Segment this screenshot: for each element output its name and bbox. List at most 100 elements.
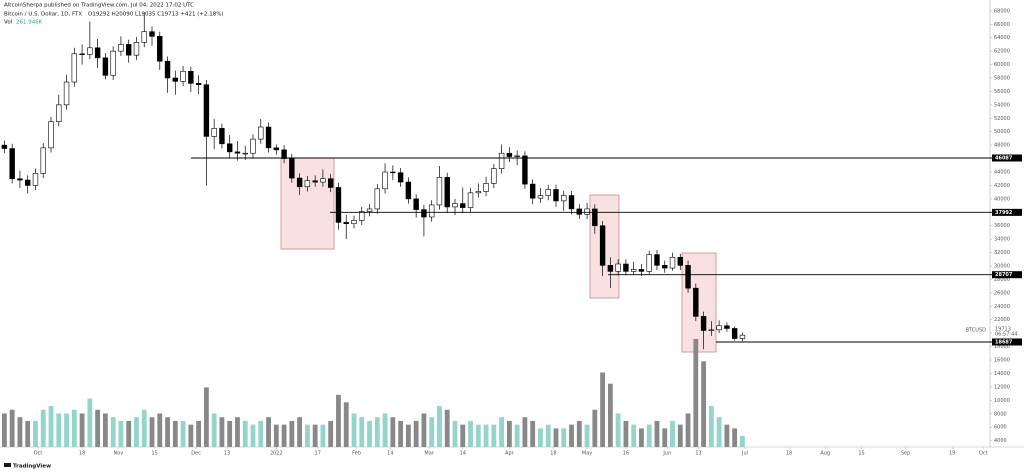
volume-bar [250,424,256,447]
x-tick-label: 14 [460,451,466,457]
candle-body [646,254,652,272]
y-tick-label: 42000 [994,183,1010,189]
volume-bar [211,413,217,447]
last-price-symbol: BTCUSD [966,328,987,334]
candle-body [281,149,287,159]
volume-bar [475,424,481,447]
x-tick-label: Dec [191,451,201,457]
volume-bar [584,424,590,447]
candle-body [654,254,660,266]
x-tick-label: 13 [695,451,701,457]
volume-bar [56,413,62,447]
volume-bar [615,413,621,447]
volume-bar [561,428,567,447]
candle-body [623,263,629,272]
y-tick-label: 34000 [994,237,1010,243]
volume-bar [530,420,536,447]
candle-body [296,177,303,188]
volume-bar [569,424,574,447]
x-tick-label: Oct [979,451,988,457]
candle-body [553,189,559,202]
volume-bar [188,424,194,447]
candle-body [460,203,466,208]
volume-bar [646,424,652,447]
candle-body [56,104,62,122]
volume-bar [662,428,668,447]
candle-body [506,152,513,157]
volume-bar [157,413,163,447]
candle-body [25,179,31,186]
candle-body [9,148,15,180]
y-tick-label: 62000 [994,49,1010,55]
last-price-label: 19713 [995,327,1011,333]
x-tick-label: Feb [352,451,361,457]
volume-bar [405,424,411,447]
x-tick-label: 19 [949,451,955,457]
volume-bar [429,417,435,447]
x-tick-label: 18 [550,451,556,457]
volume-bar [33,420,38,447]
volume-bar [716,417,722,447]
volume-bar [258,420,264,447]
level-label-box [992,208,1022,216]
candle-body [32,173,39,186]
volume-bar [631,424,637,447]
candle-body [731,328,738,339]
x-tick-label: Mar [424,451,434,457]
candle-body [522,155,528,185]
volume-bar [118,420,124,447]
y-tick-label: 10000 [994,398,1010,404]
x-tick-label: Apr [505,451,515,457]
volume-bar [491,424,497,447]
volume-bar [708,406,714,447]
volume-bar [413,420,419,447]
candle-body [592,208,598,227]
x-tick-label: Jul [741,451,748,457]
volume-bar [196,420,202,447]
candle-body [304,180,311,188]
x-tick-label: 18 [79,451,85,457]
candle-body [428,204,435,218]
volume-bar [149,417,155,447]
footer-brand: TradingView [13,464,51,470]
volume-bar [437,406,442,447]
y-tick-label: 64000 [994,35,1010,41]
last-price-countdown: 06:57:44 [995,332,1017,338]
candle-body [234,151,241,154]
y-tick-label: 32000 [994,250,1010,256]
volume-bar [553,428,559,447]
y-tick-label: 66000 [994,22,1010,28]
volume-bar [1,413,7,447]
candle-body [149,31,155,37]
candle-body [615,263,621,272]
candle-body [491,168,497,184]
volume-value: 261.946K [16,20,43,26]
candle-body [739,334,746,339]
candle-body [48,121,54,149]
symbol-line: Bitcoin / U.S. Dollar, 1D, FTX [4,12,82,18]
candle-body [203,84,210,137]
volume-bar [374,417,380,447]
volume-bar [421,413,427,447]
volume-bar [336,394,341,447]
candle-body [436,177,443,206]
candle-body [265,126,272,149]
volume-bar [732,428,738,447]
volume-bar [460,424,466,447]
candle-body [568,195,575,210]
candle-body [545,189,551,196]
candle-body [397,172,404,183]
y-tick-label: 16000 [994,358,1010,364]
candle-body [677,256,683,266]
volume-bar [126,420,132,447]
candle-body [693,287,699,317]
y-tick-label: 54000 [994,102,1010,108]
volume-bar [95,409,101,447]
candle-body [359,211,365,221]
y-tick-label: 30000 [994,264,1010,270]
volume-bar [289,420,295,447]
volume-bar [514,424,520,447]
x-tick-label: 13 [224,451,230,457]
candle-body [374,188,381,210]
